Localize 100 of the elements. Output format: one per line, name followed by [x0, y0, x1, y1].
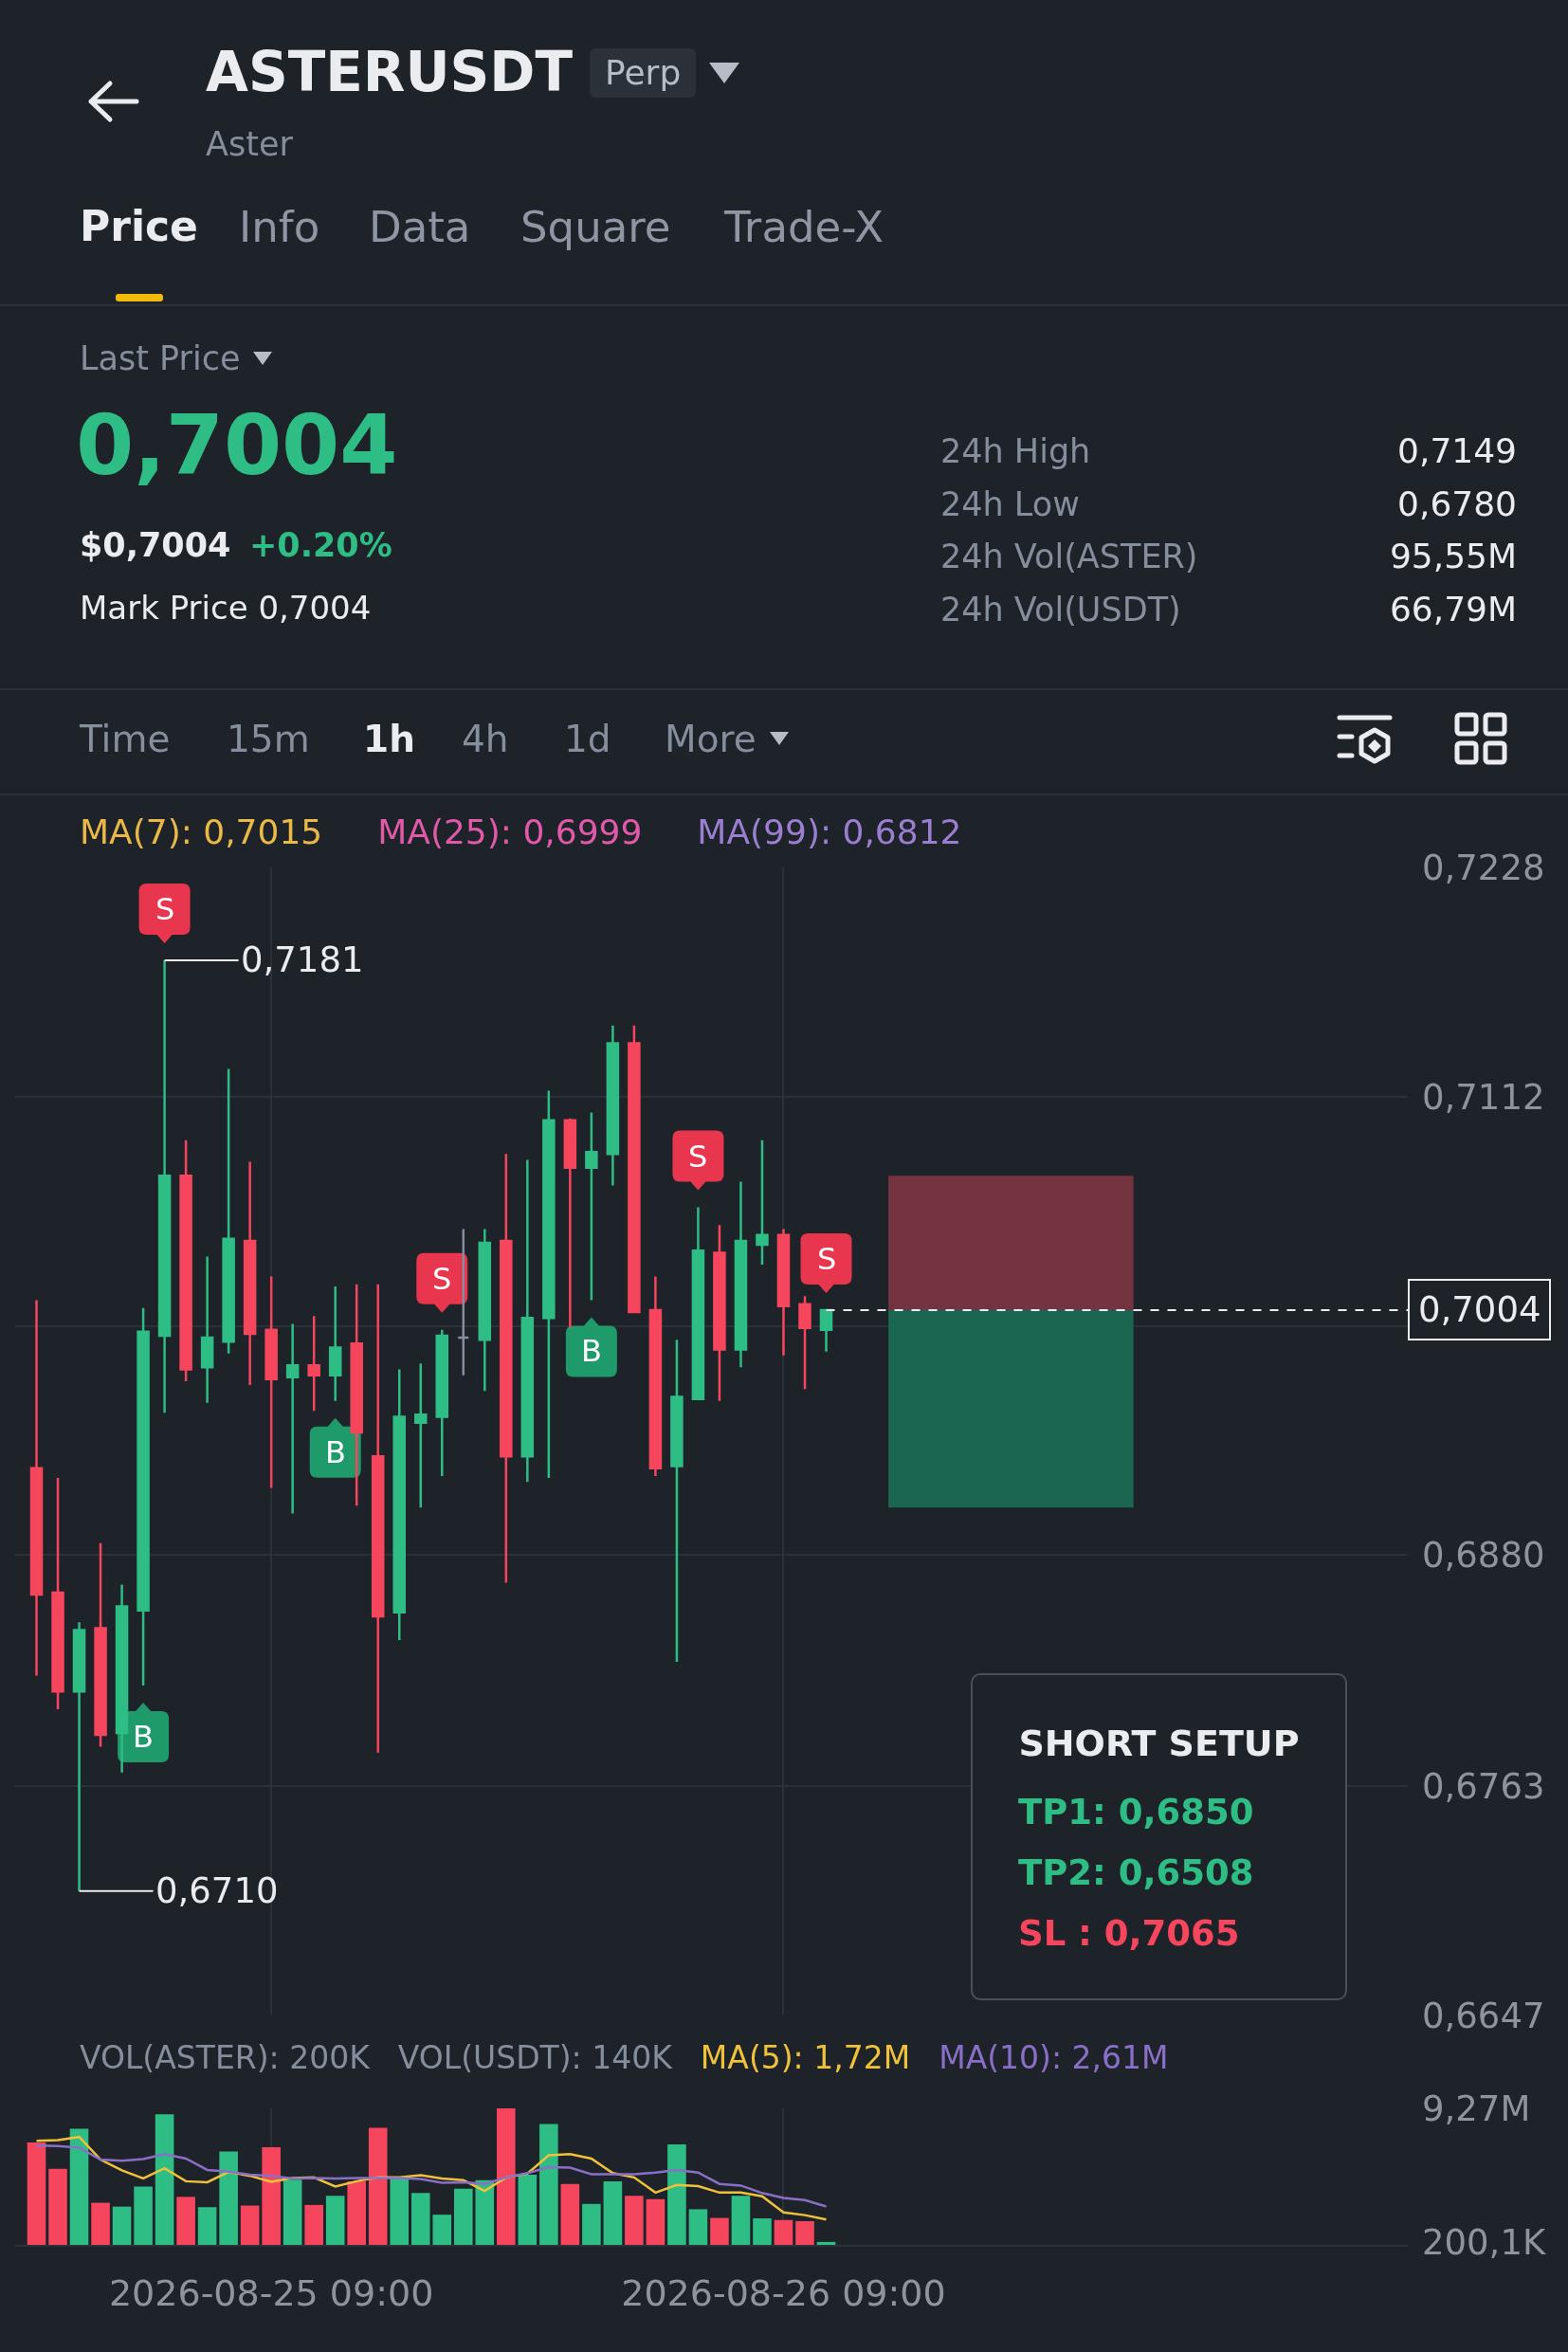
text: MA(25): 0,6999: [377, 812, 643, 851]
annotation: TP1: 0,6850: [1018, 1791, 1254, 1832]
candlestick: [520, 1158, 535, 1484]
bar: [69, 2128, 89, 2245]
text: 95,55M: [1389, 537, 1517, 575]
bar: [603, 2180, 623, 2245]
candlestick: [392, 1368, 407, 1642]
candlestick: [776, 1228, 791, 1358]
y-tick-label: 0,7112: [1422, 1076, 1545, 1118]
candlestick: [713, 1224, 726, 1403]
candlestick: [72, 1620, 86, 1892]
text: MA(7): 0,7015: [80, 812, 323, 851]
candlestick: [328, 1285, 342, 1403]
text: Perp: [590, 48, 697, 98]
y-tick-label: 0,6763: [1422, 1766, 1545, 1808]
text: 0,7004: [76, 396, 398, 494]
annotation: B: [325, 1434, 346, 1470]
text: 1d: [564, 717, 611, 760]
bar: [325, 2196, 345, 2245]
text: VOL(USDT): 140K: [397, 2038, 672, 2076]
text: MA(99): 0,6812: [697, 812, 962, 851]
text: Last Price: [80, 338, 241, 377]
text: Mark Price 0,7004: [80, 589, 372, 627]
bar: [410, 2193, 430, 2245]
bar: [710, 2217, 729, 2245]
bar: [176, 2197, 195, 2245]
bar: [27, 2142, 46, 2245]
text: 66,79M: [1389, 590, 1517, 629]
text: Price: [80, 202, 198, 250]
candlestick: [500, 1152, 513, 1584]
candlestick: [413, 1361, 428, 1509]
candlestick: [756, 1139, 769, 1267]
text: MA(5): 1,72M: [700, 2038, 911, 2076]
bar: [283, 2179, 302, 2245]
candlestick: [542, 1089, 556, 1480]
y-tick-label: 200,1K: [1422, 2221, 1547, 2263]
candlestick: [29, 1299, 44, 1677]
bar: [539, 2124, 558, 2245]
candlestick: [51, 1476, 64, 1711]
bar: [731, 2196, 751, 2245]
candlestick: [285, 1322, 300, 1515]
annotation: B: [133, 1719, 154, 1755]
bar: [91, 2202, 110, 2245]
candlestick: [264, 1275, 278, 1489]
candlestick: [137, 1306, 150, 1687]
annotation: SL : 0,7065: [1018, 1912, 1240, 1954]
bar: [304, 2204, 323, 2245]
bar: [197, 2207, 217, 2245]
bar: [347, 2180, 367, 2245]
text: 0,6710: [155, 1870, 279, 1911]
text: 0,7149: [1397, 431, 1517, 470]
y-tick-label: 0,6647: [1422, 1995, 1545, 2036]
candlestick: [222, 1067, 235, 1355]
bar: [667, 2144, 686, 2245]
x-tick-label: 2026-08-26 09:00: [621, 2271, 946, 2314]
line-series: [35, 2144, 828, 2208]
candlestick: [350, 1283, 363, 1507]
ref-line-label: 0,7004: [1418, 1289, 1541, 1330]
text: VOL(ASTER): 200K: [80, 2038, 370, 2076]
bar: [753, 2218, 772, 2245]
bar: [155, 2114, 174, 2245]
candlestick: [734, 1180, 748, 1369]
candlestick: [648, 1275, 663, 1478]
candlestick: [457, 1228, 470, 1377]
bar: [518, 2175, 538, 2245]
candlestick: [435, 1328, 449, 1478]
text: Info: [239, 201, 320, 252]
text: 4h: [462, 717, 509, 760]
annotation: S: [155, 891, 175, 927]
candlestick: [115, 1583, 129, 1774]
text: $0,7004: [80, 525, 231, 564]
candlestick: [157, 958, 172, 1414]
bar: [646, 2198, 665, 2245]
text: ASTERUSDT: [206, 40, 574, 104]
bar: [795, 2220, 814, 2245]
y-tick-label: 0,6880: [1422, 1535, 1545, 1577]
text: 24h High: [940, 431, 1091, 470]
candlestick: [563, 1117, 577, 1329]
text: Time: [80, 717, 171, 760]
text: More: [665, 717, 757, 760]
candlestick: [243, 1160, 257, 1387]
bar: [625, 2196, 644, 2245]
text: 24h Low: [940, 484, 1080, 523]
candlestick: [628, 1024, 641, 1314]
bar: [390, 2178, 410, 2245]
text: Trade-X: [724, 201, 884, 252]
bar: [112, 2206, 132, 2245]
bar: [774, 2219, 793, 2245]
bar: [453, 2188, 473, 2245]
text: 0,6780: [1397, 484, 1517, 523]
text: Data: [369, 201, 471, 252]
bar: [560, 2183, 580, 2245]
candlestick: [691, 1206, 705, 1400]
bar: [582, 2203, 601, 2245]
bar: [497, 2108, 516, 2245]
candlestick: [585, 1111, 598, 1302]
y-tick-label: 0,7228: [1422, 847, 1545, 888]
candlestick: [179, 1139, 192, 1383]
bar: [48, 2168, 67, 2245]
text: 0,7181: [241, 939, 364, 980]
